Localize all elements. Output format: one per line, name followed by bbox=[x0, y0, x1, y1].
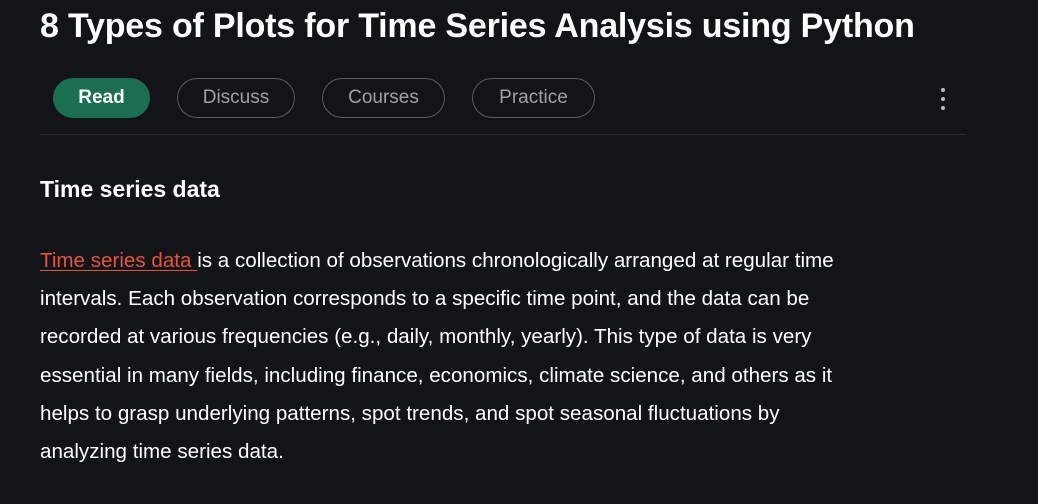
section-heading: Time series data bbox=[40, 176, 220, 202]
menu-dot bbox=[941, 97, 945, 101]
tab-discuss[interactable]: Discuss bbox=[177, 78, 295, 118]
kebab-menu-icon[interactable] bbox=[930, 84, 956, 114]
article-tabs: Read Discuss Courses Practice bbox=[53, 78, 622, 118]
menu-dot bbox=[941, 88, 945, 92]
menu-dot bbox=[941, 106, 945, 110]
article-title: 8 Types of Plots for Time Series Analysi… bbox=[40, 7, 915, 45]
paragraph-line: recorded at various frequencies (e.g., d… bbox=[40, 325, 812, 349]
tab-practice[interactable]: Practice bbox=[472, 78, 595, 118]
tabs-divider bbox=[40, 134, 966, 135]
paragraph-text: is a collection of observations chronolo… bbox=[197, 249, 834, 272]
paragraph-line: intervals. Each observation corresponds … bbox=[40, 287, 810, 311]
tab-courses[interactable]: Courses bbox=[322, 78, 445, 118]
paragraph-line: essential in many fields, including fina… bbox=[40, 363, 833, 387]
paragraph-line: helps to grasp underlying patterns, spot… bbox=[40, 401, 780, 425]
time-series-data-link[interactable]: Time series data bbox=[40, 249, 198, 272]
section-paragraph: Time series data is a collection of obse… bbox=[40, 242, 970, 471]
paragraph-line: Time series data is a collection of obse… bbox=[40, 242, 970, 280]
tab-read[interactable]: Read bbox=[53, 78, 150, 118]
paragraph-line: analyzing time series data. bbox=[40, 440, 284, 464]
